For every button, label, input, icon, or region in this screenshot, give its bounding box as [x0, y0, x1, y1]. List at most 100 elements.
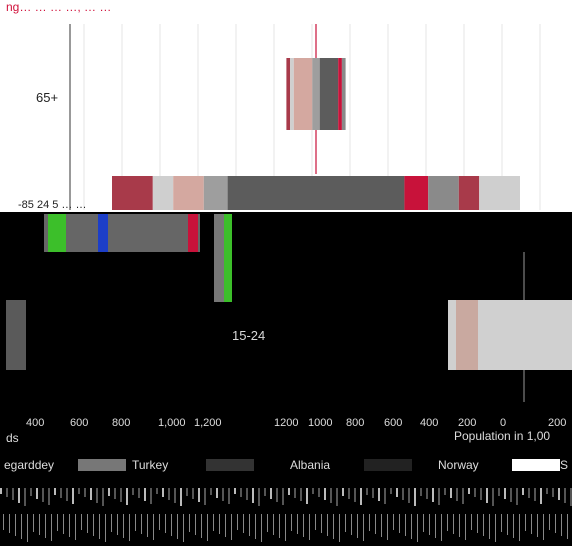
legend-swatch	[512, 459, 560, 471]
lower-tick-right: 0	[500, 417, 506, 429]
noise-bar-2	[399, 514, 400, 533]
noise-bar	[420, 488, 422, 496]
noise-bar	[210, 488, 212, 495]
noise-bar	[288, 488, 290, 495]
lower-tick-right: 400	[420, 417, 438, 429]
noise-bar	[516, 488, 518, 505]
noise-bar	[402, 488, 404, 500]
bar-65-segment	[338, 58, 342, 130]
upper-tick-85: -85 24 5 … …	[18, 199, 86, 210]
noise-bar	[120, 488, 122, 502]
noise-bar-2	[543, 514, 544, 540]
noise-bar	[534, 488, 536, 501]
noise-bar	[450, 488, 452, 498]
noise-bar-2	[21, 514, 22, 539]
noise-bar-2	[525, 514, 526, 531]
lower-green-col	[224, 214, 232, 302]
noise-bar	[216, 488, 218, 498]
noise-bar	[324, 488, 326, 500]
noise-bar	[138, 488, 140, 498]
noise-bar-2	[105, 514, 106, 542]
noise-bar	[6, 488, 8, 497]
noise-bar	[348, 488, 350, 499]
noise-bar	[558, 488, 560, 500]
lower-panel: 15-24 400 600 800 1,000 1,200 1200 1000 800 600…	[0, 212, 572, 546]
noise-bar	[198, 488, 200, 502]
noise-bar	[462, 488, 464, 504]
lower-tick-left: 600	[70, 417, 88, 429]
noise-bar-2	[393, 514, 394, 530]
noise-bar	[282, 488, 284, 505]
noise-bar	[150, 488, 152, 504]
noise-bar-2	[219, 514, 220, 534]
noise-bar-2	[27, 514, 28, 542]
legend-label: S	[560, 458, 568, 472]
noise-bar	[186, 488, 188, 496]
bar-65-segment	[341, 58, 346, 130]
upper-tick-65: 65+	[36, 90, 58, 105]
noise-bar-2	[291, 514, 292, 531]
noise-bar	[0, 488, 2, 494]
noise-bar	[96, 488, 98, 503]
noise-bar-2	[339, 514, 340, 542]
lower-ticks-left: 400 600 800 1,000 1,200	[26, 417, 222, 429]
bar-15-24-segment	[173, 176, 204, 210]
noise-bar-2	[549, 514, 550, 530]
noise-bar	[522, 488, 524, 495]
noise-bar	[438, 488, 440, 505]
lower-right-bar-accent	[456, 300, 478, 370]
lower-block	[44, 214, 200, 252]
noise-bar-2	[309, 514, 310, 540]
noise-bar	[510, 488, 512, 502]
noise-bar	[258, 488, 260, 506]
noise-bar	[396, 488, 398, 497]
noise-bar	[264, 488, 266, 496]
noise-bar	[390, 488, 392, 494]
noise-bar-2	[69, 514, 70, 537]
noise-bar	[108, 488, 110, 496]
noise-bar-2	[441, 514, 442, 541]
bar-15-24-segment	[152, 176, 174, 210]
legend-swatch	[78, 459, 126, 471]
noise-bar	[426, 488, 428, 499]
noise-bar	[300, 488, 302, 501]
noise-bar-2	[261, 514, 262, 542]
lower-x-label-left: ds	[6, 431, 19, 445]
noise-bar	[378, 488, 380, 501]
noise-bar	[162, 488, 164, 497]
noise-bar-2	[207, 514, 208, 541]
noise-bar	[492, 488, 494, 506]
noise-bar	[78, 488, 80, 494]
lower-tick-left: 1,000	[158, 417, 186, 429]
lower-tick-right: 200	[458, 417, 476, 429]
noise-bar	[318, 488, 320, 497]
noise-bar-2	[237, 514, 238, 530]
noise-bar	[570, 488, 572, 506]
noise-bar-2	[177, 514, 178, 539]
noise-bar	[552, 488, 554, 497]
noise-bar	[72, 488, 74, 504]
noise-bar-2	[345, 514, 346, 532]
noise-bar-2	[369, 514, 370, 531]
legend-swatch	[206, 459, 254, 471]
noise-bar-2	[39, 514, 40, 535]
noise-bar	[474, 488, 476, 497]
legend-label: Turkey	[132, 458, 168, 472]
lower-tick-right: 1000	[308, 417, 332, 429]
noise-bar	[90, 488, 92, 500]
noise-bar	[480, 488, 482, 500]
header-text: ng… … … …, … …	[6, 0, 112, 14]
noise-bar-2	[417, 514, 418, 542]
noise-bar-2	[33, 514, 34, 532]
bar-15-24-segment	[112, 176, 153, 210]
lower-green	[48, 214, 66, 252]
noise-bar-2	[267, 514, 268, 532]
noise-bar	[366, 488, 368, 495]
noise-bar-2	[315, 514, 316, 530]
bar-15-24-segment	[458, 176, 480, 210]
noise-bar-2	[297, 514, 298, 534]
noise-bar-2	[99, 514, 100, 539]
lower-tick-right: 1200	[274, 417, 298, 429]
bar-65-segment	[293, 58, 313, 130]
noise-bar	[468, 488, 470, 494]
